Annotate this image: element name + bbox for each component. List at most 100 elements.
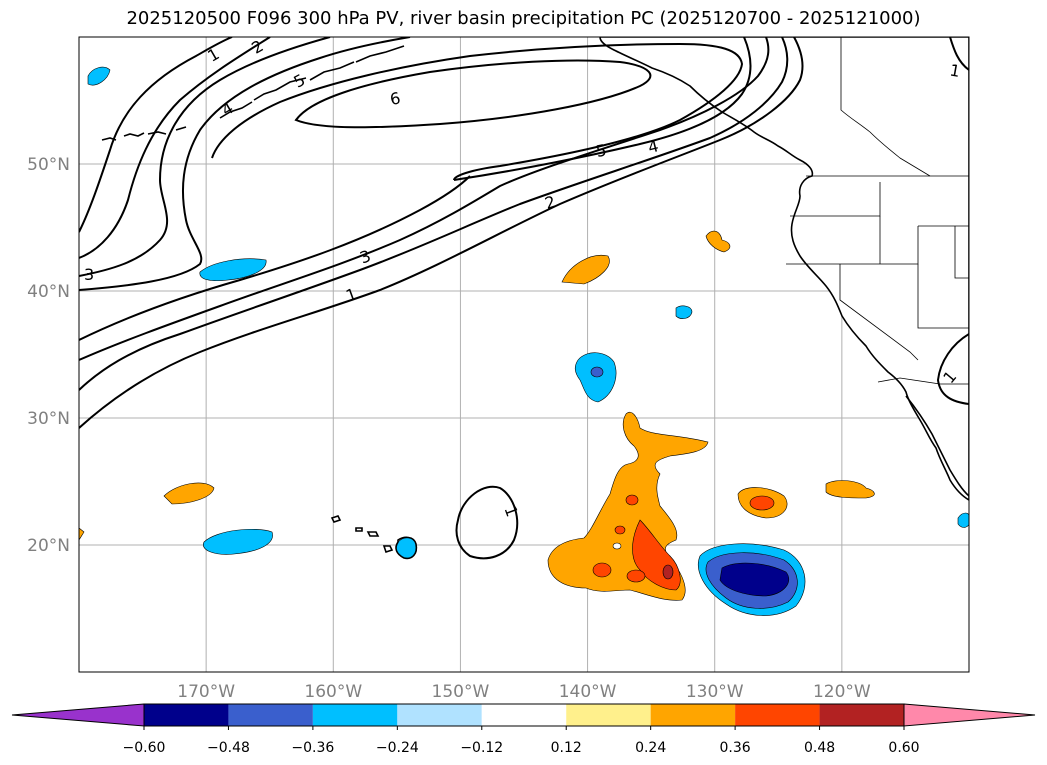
pv-contour-se (936, 333, 969, 405)
lat-tick-label: 20°N (27, 536, 70, 556)
longitude-tick-labels: 170°W 160°W 150°W 140°W 130°W 120°W (177, 682, 871, 702)
neg-anomaly-patch (199, 258, 267, 282)
aleutian-island (175, 126, 187, 131)
colorbar-label: −0.48 (207, 740, 250, 756)
colorbar-label: −0.12 (460, 740, 503, 756)
aleutian-island (253, 77, 307, 101)
mexico-border (877, 377, 969, 385)
pv-contour-2 (79, 37, 789, 391)
pos-anomaly-patch (825, 480, 875, 499)
colorbar-swatch (819, 704, 904, 726)
pos-anomaly-patch (79, 527, 85, 541)
colorbar-swatch (228, 704, 313, 726)
colorbar-swatch (481, 704, 567, 726)
lon-tick-label: 170°W (177, 682, 235, 702)
pos-anomaly-core (749, 495, 775, 511)
lon-tick-label: 160°W (304, 682, 362, 702)
pos-anomaly-core (614, 525, 626, 535)
state-border (954, 226, 969, 279)
neg-anomaly-patch (87, 66, 111, 86)
colorbar-label: 0.24 (635, 740, 666, 756)
pv-contour-outer-w1 (79, 37, 233, 233)
pos-anomaly-patch (705, 230, 731, 253)
lon-tick-label: 120°W (813, 682, 871, 702)
coastline (101, 37, 969, 560)
lat-tick-label: 40°N (27, 282, 70, 302)
colorbar-label: 0.60 (888, 740, 919, 756)
plot-frame (78, 36, 970, 673)
aleutian-island (309, 61, 355, 81)
contour-label: 4 (646, 136, 660, 157)
pos-anomaly-region (547, 411, 709, 601)
hawaii-island (366, 531, 380, 537)
colorbar-extend-high (903, 703, 1036, 727)
lat-tick-label: 30°N (27, 409, 70, 429)
colorbar-label: −0.60 (123, 740, 166, 756)
hawaii-island (355, 527, 363, 532)
hawaii-island (382, 545, 394, 554)
hawaii-island (330, 515, 342, 523)
lon-tick-label: 140°W (559, 682, 617, 702)
colorbar-swatch (397, 704, 482, 726)
precip-anomaly-fills (79, 66, 969, 616)
pv-contour-5 (211, 42, 744, 181)
lon-tick-label: 150°W (432, 682, 490, 702)
colorbar: −0.60 −0.48 −0.36 −0.24 −0.12 0.12 0.24 0.36 0.4… (11, 703, 1036, 756)
neg-anomaly-core (590, 366, 604, 378)
pv-contour-6 (294, 59, 652, 129)
contour-label: 1 (948, 60, 961, 80)
state-border (839, 264, 919, 361)
aleutian-island (147, 131, 167, 135)
neg-anomaly-patch (957, 512, 969, 528)
lat-tick-label: 50°N (27, 155, 70, 175)
colorbar-swatch (735, 704, 820, 726)
aleutian-island (123, 132, 145, 137)
aleutian-island (219, 101, 253, 119)
pos-anomaly-peak (662, 564, 674, 580)
alaska-border (840, 37, 931, 177)
political-borders (786, 37, 969, 385)
pos-anomaly-patch (561, 254, 610, 285)
pv-contour-ring (455, 485, 519, 560)
neg-anomaly-core (719, 562, 790, 597)
contour-label: 6 (388, 88, 402, 109)
neg-anomaly-patch (574, 352, 617, 403)
pv-contour-3 (79, 37, 770, 361)
neg-anomaly-patch (203, 528, 273, 555)
aleutian-island (355, 45, 405, 63)
colorbar-extend-low (11, 703, 145, 727)
hawaii-island (395, 536, 418, 560)
pv-contour-outer-w2 (79, 37, 271, 259)
latitude-tick-labels: 20°N 30°N 40°N 50°N (27, 155, 70, 556)
pv-contour-outer-w3 (79, 37, 331, 277)
colorbar-swatch (144, 704, 229, 726)
colorbar-swatch (566, 704, 651, 726)
pv-contour-3b (79, 175, 471, 341)
colorbar-label: 0.12 (551, 740, 582, 756)
lon-tick-label: 130°W (686, 682, 744, 702)
map-title: 2025120500 F096 300 hPa PV, river basin … (126, 8, 921, 29)
colorbar-frame (143, 703, 905, 727)
pos-anomaly-hole (612, 542, 622, 550)
pos-anomaly-patch (163, 482, 215, 505)
colorbar-swatch (650, 704, 736, 726)
pos-anomaly-core (592, 562, 612, 578)
pv-contours (79, 37, 969, 560)
pv-contour-outer-w4 (79, 37, 411, 291)
colorbar-swatch (312, 704, 398, 726)
pv-contour-4 (453, 37, 752, 181)
colorbar-label: −0.24 (376, 740, 419, 756)
pv-contour-ne (949, 37, 969, 71)
contour-label: 3 (84, 265, 94, 284)
contour-label: 5 (594, 140, 608, 161)
colorbar-label: 0.36 (720, 740, 751, 756)
pv-contour-1 (79, 37, 804, 429)
north-america-land (599, 37, 969, 501)
colorbar-label: 0.48 (804, 740, 835, 756)
pos-anomaly-core (626, 569, 646, 583)
colorbar-label: −0.36 (291, 740, 334, 756)
graticule (79, 37, 969, 672)
state-border (917, 264, 969, 329)
gulf-of-california (905, 395, 969, 497)
